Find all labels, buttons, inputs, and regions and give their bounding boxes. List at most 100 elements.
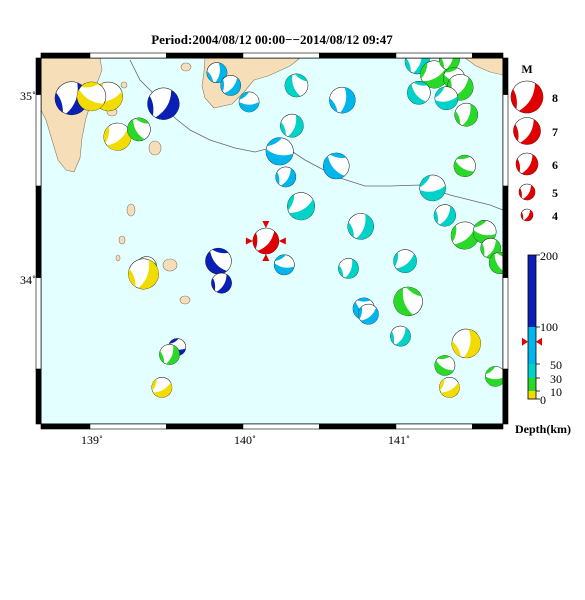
earthquake-event	[393, 249, 417, 273]
earthquake-event	[275, 166, 297, 188]
map-body	[41, 58, 503, 398]
earthquake-event	[273, 254, 295, 276]
depth-label-0: 0	[540, 393, 546, 407]
depth-band-intermediate	[528, 327, 536, 364]
depth-band-shallow	[528, 364, 536, 378]
trench-line	[129, 59, 503, 211]
earthquake-event	[147, 87, 180, 120]
earthquake-event	[323, 152, 350, 180]
earthquake-event	[393, 286, 423, 317]
earthquake-event	[284, 73, 309, 98]
depth-color-scale	[522, 254, 542, 400]
highlight-layer	[245, 221, 286, 261]
earthquake-event	[205, 247, 232, 275]
frame-band	[395, 52, 473, 59]
frame-band	[166, 52, 244, 59]
frame-band	[40, 423, 91, 430]
highlight-marker	[262, 221, 270, 229]
earthquake-event	[439, 377, 460, 398]
frame-band	[35, 368, 42, 425]
highlight-marker	[278, 237, 286, 245]
depth-label-50: 50	[550, 358, 562, 372]
magnitude-legend	[510, 80, 544, 222]
frame-band	[35, 94, 42, 187]
magnitude-legend-header: M	[521, 62, 532, 76]
frame-band	[502, 57, 509, 95]
depth-band-deep	[528, 255, 536, 327]
earthquake-event	[338, 258, 359, 279]
earthquake-event	[485, 366, 503, 387]
frame-band	[242, 52, 320, 59]
earthquake-event	[238, 91, 260, 113]
frame-band	[89, 423, 167, 430]
magnitude-legend-symbol	[510, 80, 544, 114]
earthquake-event	[287, 192, 315, 221]
earthquake-event	[451, 328, 481, 359]
frame-band	[35, 185, 42, 278]
earthquake-event	[450, 221, 479, 250]
depth-marker	[536, 337, 542, 346]
depth-label-30: 30	[550, 372, 562, 386]
depth-band-surface	[528, 391, 536, 399]
frame-band	[472, 52, 504, 59]
highlight-marker	[245, 237, 253, 245]
frame-band	[89, 52, 167, 59]
island	[120, 81, 128, 89]
frame-band	[502, 277, 509, 370]
depth-marker	[522, 337, 528, 346]
miyake-island	[162, 258, 178, 272]
frame-band	[502, 368, 509, 425]
highlighted-event	[252, 227, 280, 255]
magnitude-legend-symbol	[518, 183, 536, 201]
oshima-island	[148, 140, 162, 156]
depth-band-near-surface	[528, 378, 536, 391]
highlight-marker	[262, 253, 270, 261]
earthquake-event	[433, 204, 456, 227]
frame-band	[502, 94, 509, 187]
earthquake-event	[76, 81, 107, 112]
earthquake-event	[280, 113, 304, 138]
island	[115, 254, 121, 262]
mikura-island	[179, 295, 191, 305]
eastern-coast	[464, 58, 503, 76]
magnitude-legend-symbol	[515, 152, 539, 176]
magnitude-legend-symbol	[520, 208, 534, 222]
earthquake-event	[220, 75, 242, 96]
earthquake-event	[211, 272, 232, 294]
earthquake-event	[159, 344, 180, 365]
mag-label-4: 4	[552, 209, 558, 223]
depth-label-200: 200	[540, 249, 558, 263]
y-tick-35: 35˚	[20, 89, 36, 103]
earthquake-event	[420, 60, 449, 89]
y-tick-34: 34˚	[20, 273, 36, 287]
earthquake-event	[407, 80, 431, 105]
island	[180, 62, 192, 72]
earthquake-event	[419, 174, 446, 202]
earthquake-event	[329, 86, 356, 114]
earthquake-event	[453, 154, 476, 178]
earthquake-event	[390, 325, 411, 347]
earthquake-event	[439, 58, 460, 71]
frame-band	[242, 423, 320, 430]
frame-band	[40, 52, 91, 59]
magnitude-legend-symbol	[513, 117, 541, 145]
frame-band	[395, 423, 473, 430]
x-tick-139: 139˚	[81, 433, 103, 447]
map-title: Period:2004/08/12 00:00−−2014/08/12 09:4…	[151, 32, 393, 47]
earthquake-event	[151, 377, 173, 398]
x-tick-141: 141˚	[388, 433, 410, 447]
frame-band	[35, 57, 42, 95]
earthquake-event	[434, 86, 459, 111]
earthquake-event	[347, 213, 374, 240]
earthquake-event	[434, 355, 456, 376]
x-tick-140: 140˚	[234, 433, 256, 447]
mag-label-5: 5	[552, 186, 558, 200]
earthquake-event	[127, 117, 151, 142]
frame-band	[502, 185, 509, 278]
toshima-island	[126, 203, 136, 217]
frame-band	[166, 423, 244, 430]
event-layer	[54, 58, 503, 398]
earthquake-event	[358, 303, 379, 325]
earthquake-event	[128, 258, 159, 290]
